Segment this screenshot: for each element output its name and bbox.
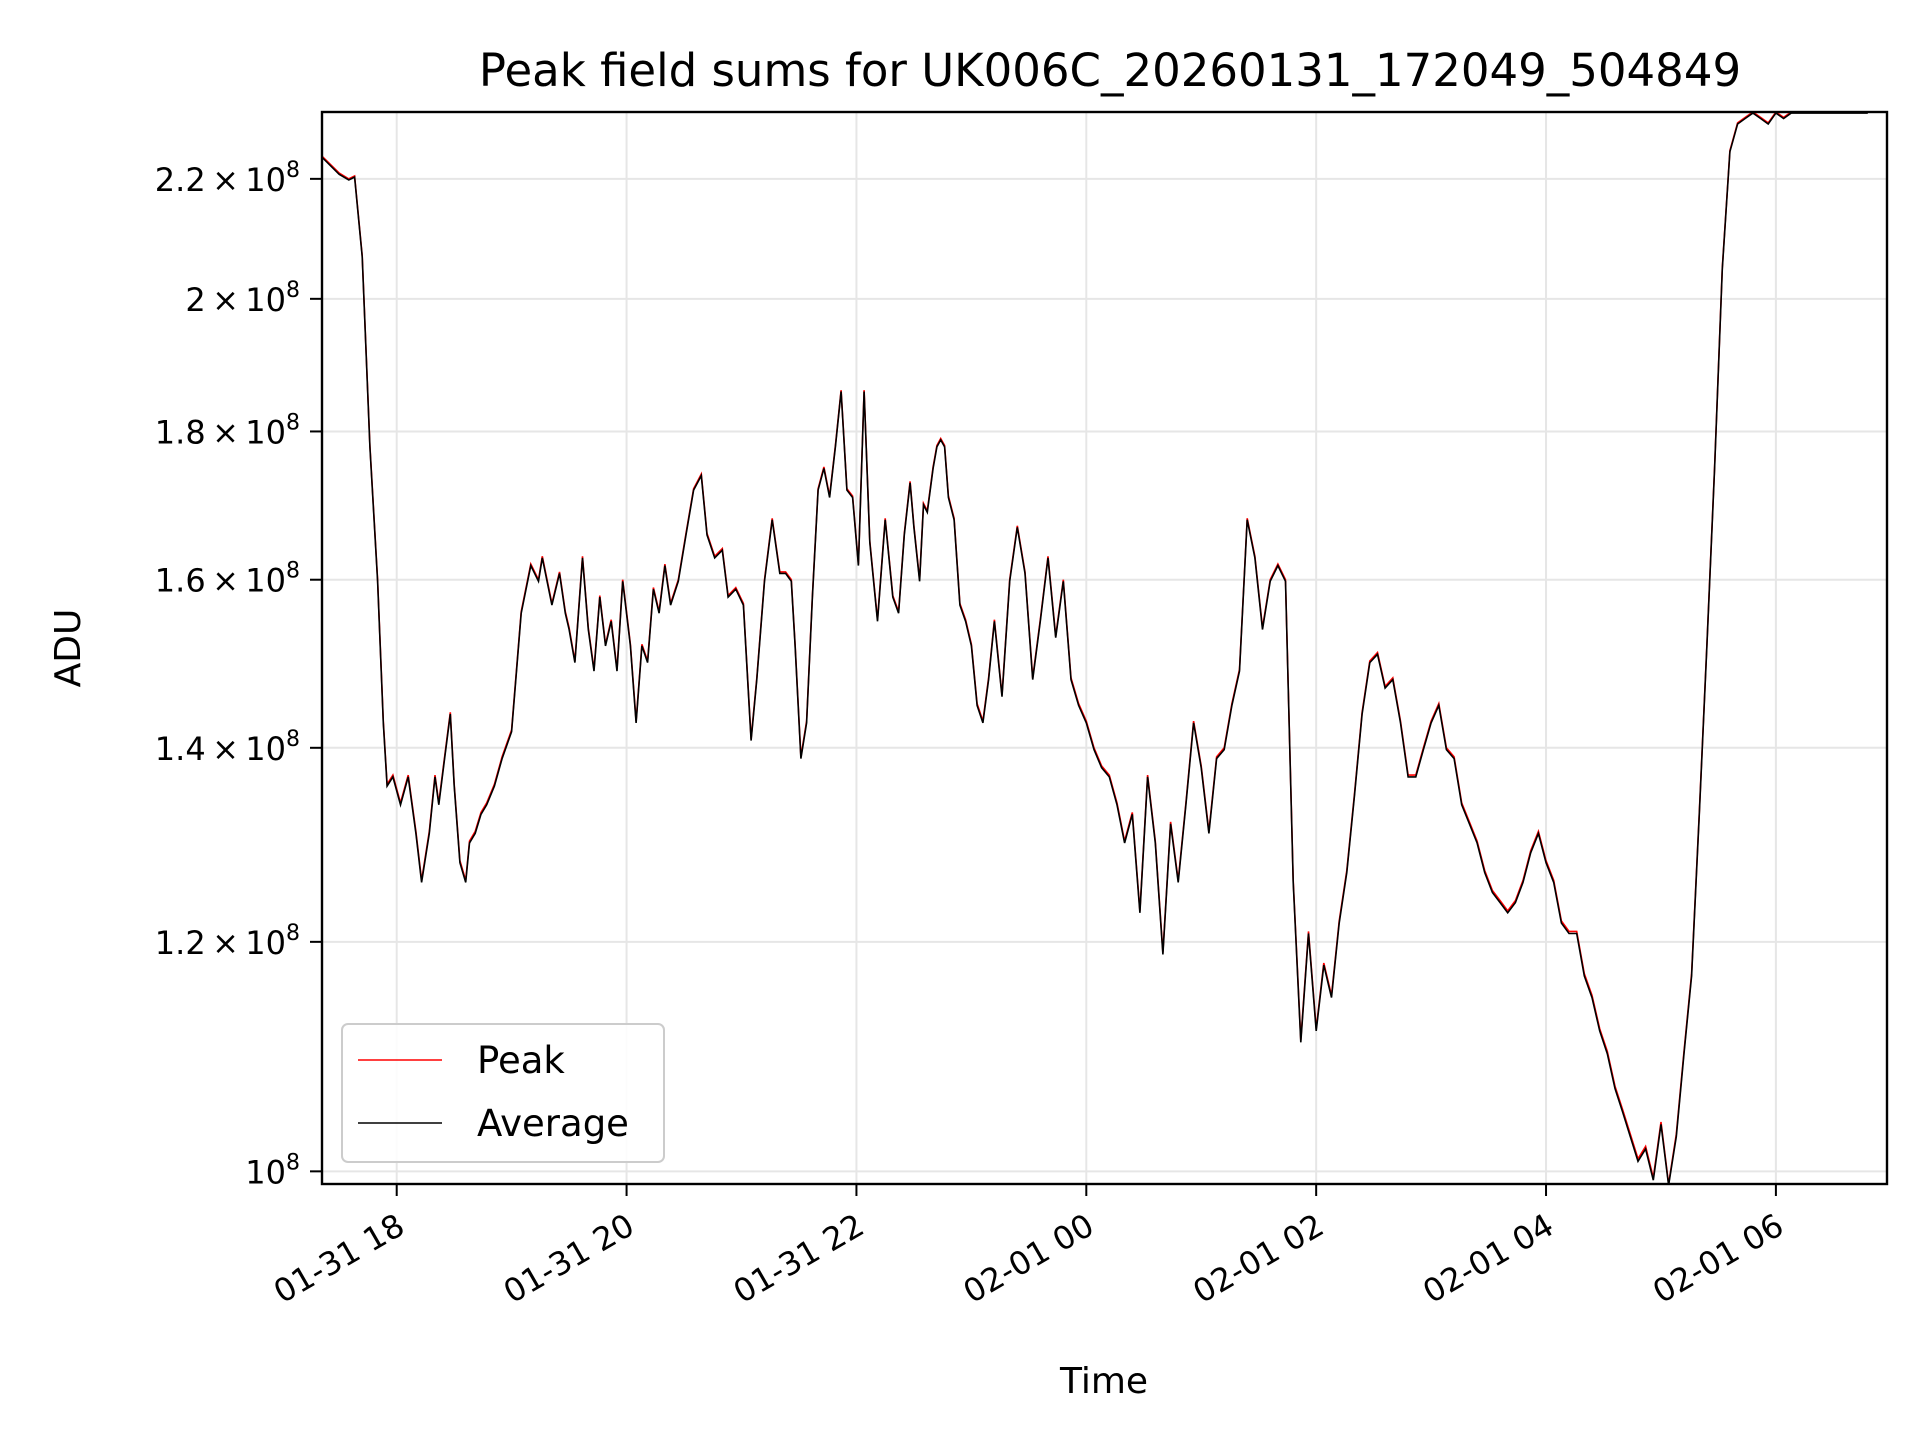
grid — [322, 112, 1887, 1184]
y-tick-label: 2 × 108 — [185, 278, 300, 319]
y-axis-label: ADU — [48, 609, 89, 688]
y-tick-label: 1.8 × 108 — [155, 410, 300, 451]
y-tick-label: 1.4 × 108 — [155, 727, 300, 768]
y-tick-label: 1.6 × 108 — [155, 559, 300, 600]
x-axis-label: Time — [1059, 1361, 1148, 1402]
legend-label-peak: Peak — [477, 1039, 565, 1082]
plot-frame — [320, 110, 1889, 1186]
legend: Peak Average — [341, 1023, 665, 1163]
series-line-average — [322, 112, 1868, 1184]
y-tick-label: 2.2 × 108 — [155, 158, 300, 199]
legend-box — [341, 1023, 665, 1163]
y-tick-label: 1.2 × 108 — [155, 921, 300, 962]
legend-label-average: Average — [477, 1102, 629, 1145]
plot-area — [322, 112, 1868, 1184]
chart-title: Peak field sums for UK006C_20260131_1720… — [479, 44, 1741, 97]
